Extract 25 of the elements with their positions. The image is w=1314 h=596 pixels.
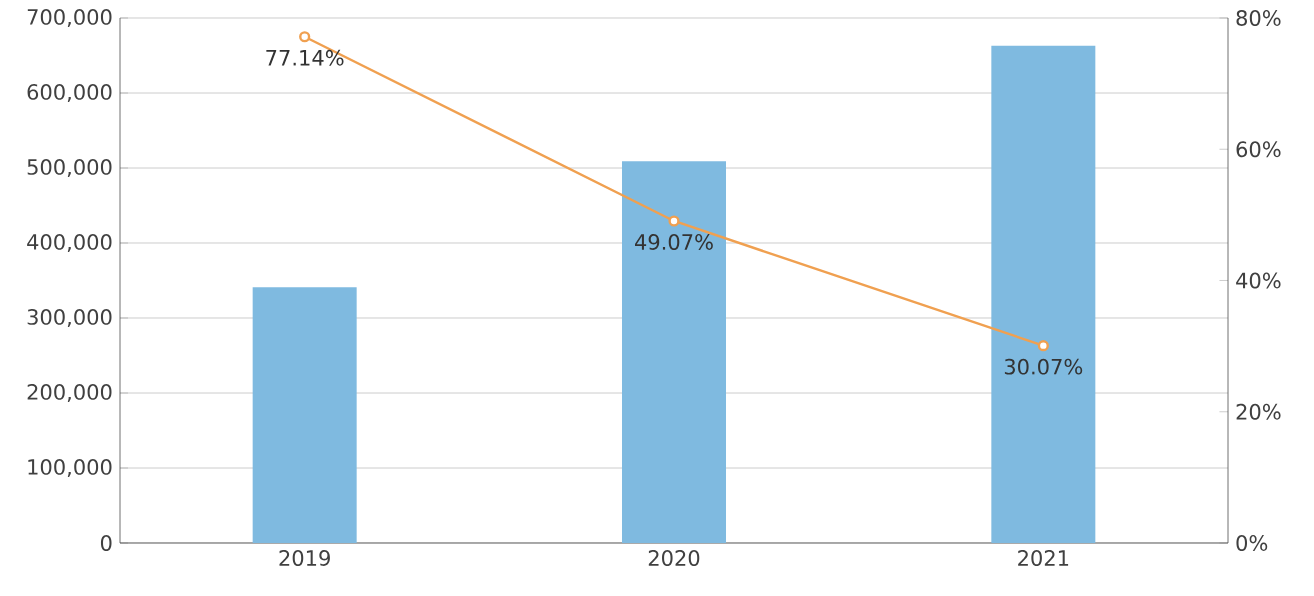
y2-tick-label: 0% [1236,535,1268,551]
y-tick-label: 600,000 [27,83,112,103]
bar [252,287,357,543]
data-label: 77.14% [266,49,344,66]
y2-tick-label: 80% [1236,10,1281,26]
y2-tick-label: 60% [1236,141,1281,158]
bar [991,45,1096,543]
point [299,31,311,43]
y2-tick-label: 20% [1236,403,1281,420]
bar [622,161,726,543]
data-label: 30.07% [1004,358,1083,375]
y-tick-label: 700,000 [27,8,112,28]
y2-tick-label: 40% [1236,272,1281,289]
y-tick-label: 500,000 [27,158,112,178]
x-tick-label: 2019 [279,550,330,566]
point [1037,340,1049,352]
x-tick-label: 2021 [1018,550,1069,566]
y-tick-label: 300,000 [27,308,112,328]
y-tick-label: 200,000 [27,383,112,403]
y-tick-label: 400,000 [27,233,112,253]
point [668,215,680,227]
y-tick-label: 100,000 [28,458,112,478]
data-label: 49.07% [635,234,713,250]
x-tick-label: 2020 [648,550,700,566]
y-tick-label: 0 [100,535,112,551]
